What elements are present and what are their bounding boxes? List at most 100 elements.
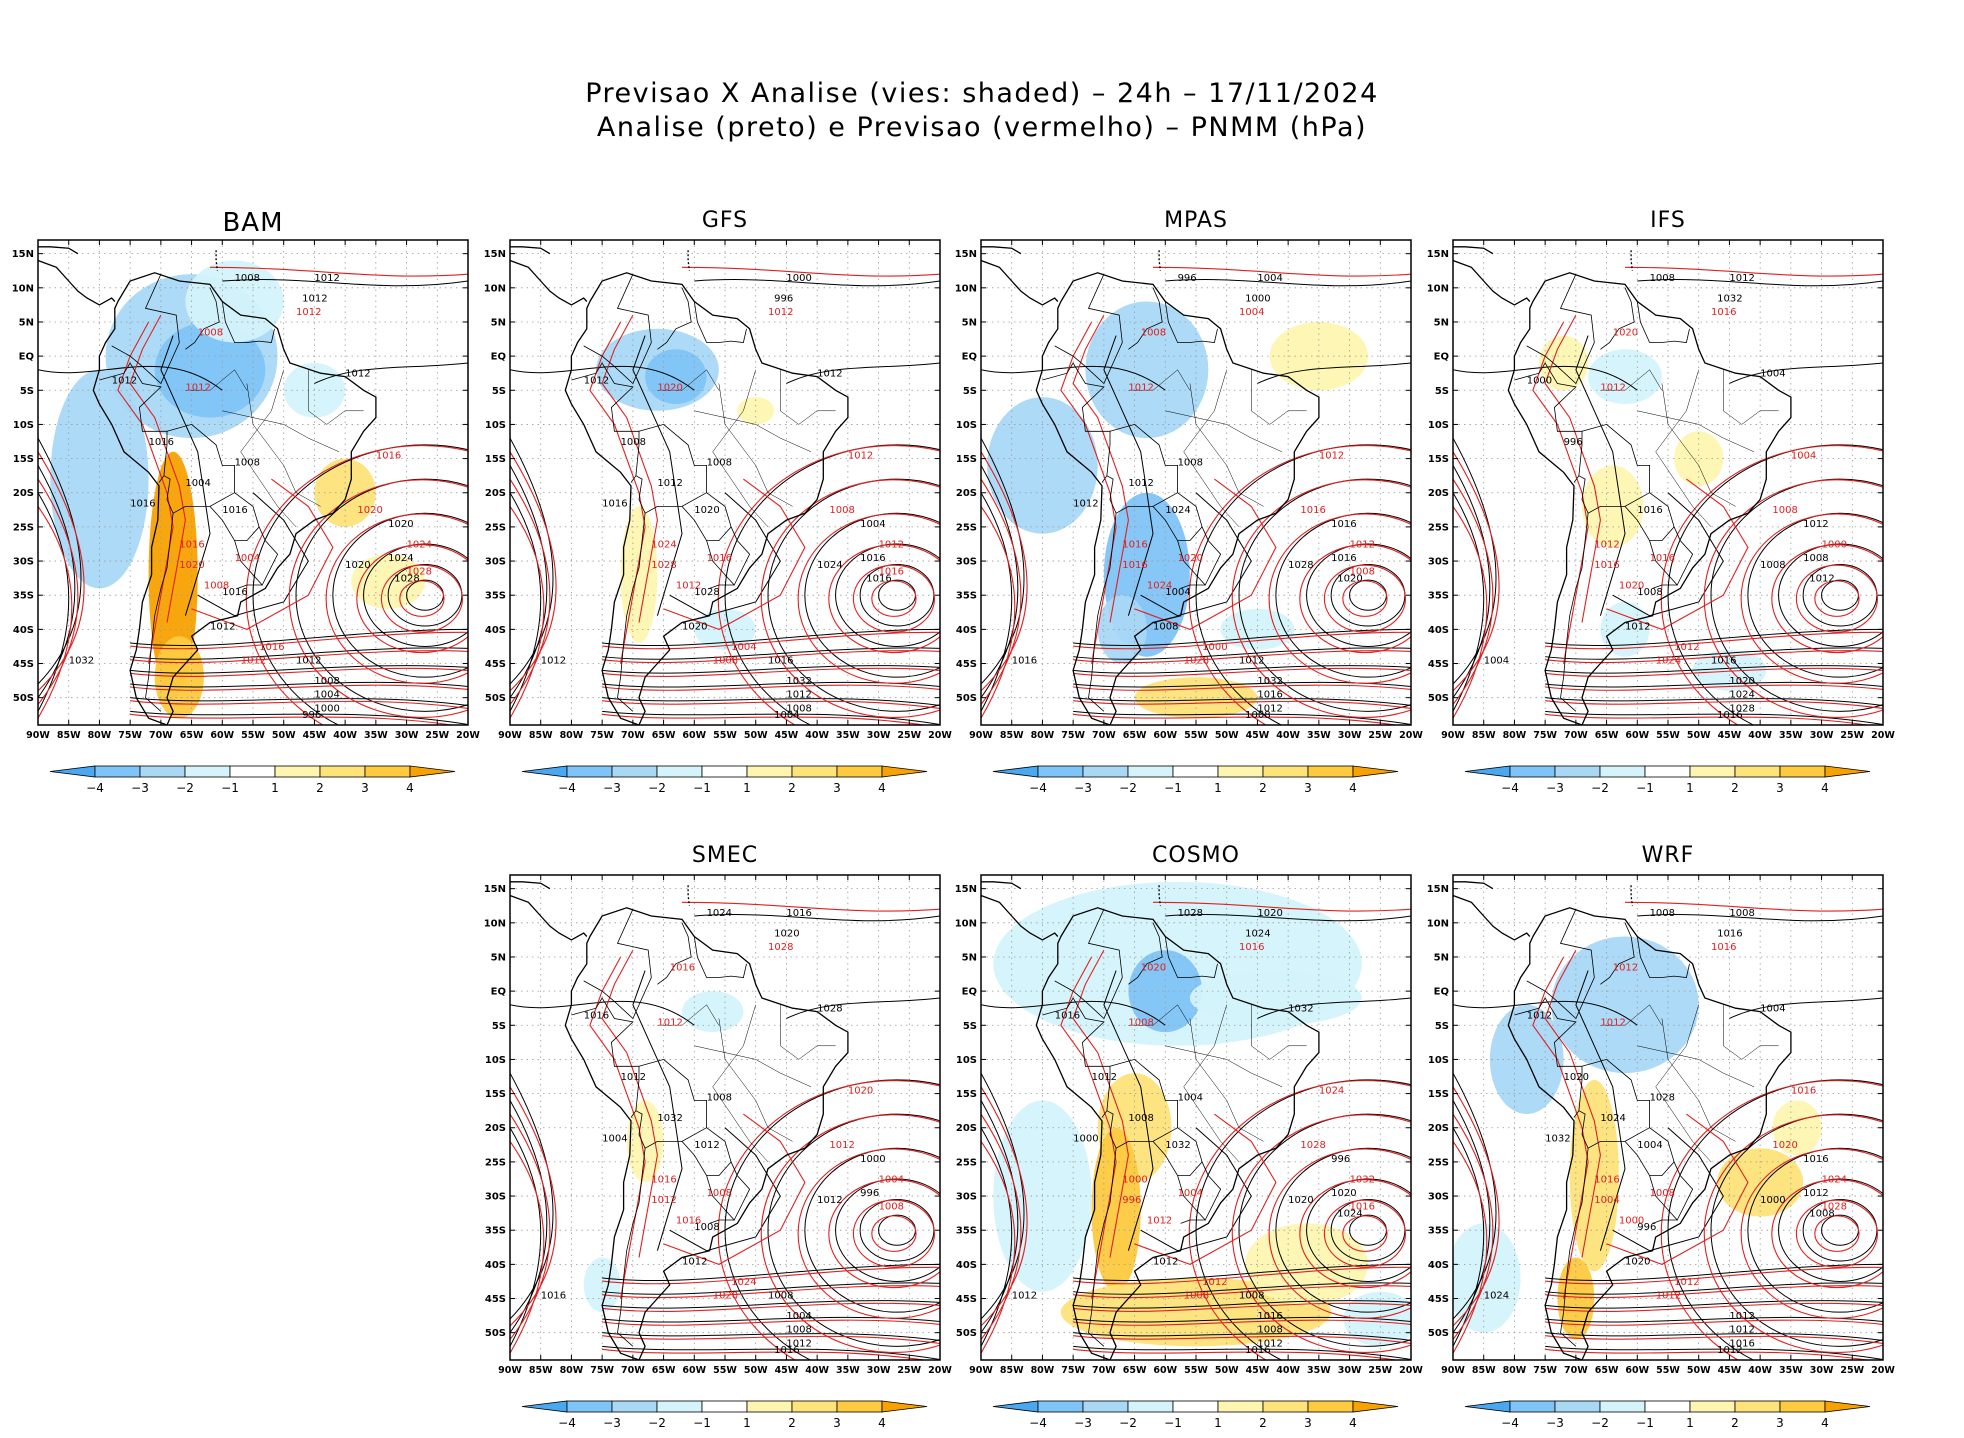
contour-label-black: 1004 bbox=[1165, 587, 1190, 598]
contour-label-red: 1004 bbox=[1239, 307, 1264, 318]
contour-label-black: 1012 bbox=[1803, 1188, 1828, 1199]
contour-label-red: 1012 bbox=[296, 307, 321, 318]
colorbar-label: 3 bbox=[833, 1416, 841, 1430]
lat-tick-label: 10N bbox=[1427, 283, 1449, 294]
lat-tick-label: 40S bbox=[1428, 625, 1449, 636]
colorbar-label: −3 bbox=[603, 781, 621, 795]
contour-label-black: 1024 bbox=[1337, 1209, 1362, 1220]
colorbar-segment bbox=[1217, 765, 1264, 778]
contour-label-black: 1008 bbox=[1809, 1209, 1834, 1220]
contour-label-red: 1024 bbox=[651, 539, 676, 550]
contour-label-red: 1012 bbox=[1613, 963, 1638, 974]
lat-tick-label: 5N bbox=[19, 317, 34, 328]
lat-tick-label: EQ bbox=[1434, 987, 1449, 998]
lon-tick-label: 70W bbox=[1564, 730, 1588, 741]
lat-tick-label: 45S bbox=[485, 1294, 506, 1305]
colorbar-label: 4 bbox=[878, 1416, 886, 1430]
contour-label-black: 1024 bbox=[1165, 505, 1190, 516]
lon-tick-label: 65W bbox=[1123, 1365, 1147, 1376]
lat-tick-label: 5S bbox=[20, 386, 34, 397]
colorbar-segment bbox=[1644, 1400, 1691, 1413]
lon-tick-label: 70W bbox=[1564, 1365, 1588, 1376]
contour-label-red: 1016 bbox=[1239, 942, 1264, 953]
contour-label-black: 1016 bbox=[1245, 1345, 1270, 1356]
lon-tick-label: 90W bbox=[498, 730, 522, 741]
contour-label-red: 1016 bbox=[670, 963, 695, 974]
coastline bbox=[510, 246, 849, 725]
colorbar-label: −3 bbox=[1546, 1416, 1564, 1430]
contour-label-black: 1012 bbox=[621, 1072, 646, 1083]
colorbar-segment bbox=[1127, 765, 1174, 778]
contour-label-black: 1008 bbox=[1245, 710, 1270, 721]
contour-label-black: 1012 bbox=[1527, 1010, 1552, 1021]
lon-tick-label: 80W bbox=[1031, 1365, 1055, 1376]
coastline bbox=[510, 881, 849, 1360]
lat-tick-label: EQ bbox=[962, 987, 977, 998]
contour-label-black: 1012 bbox=[1803, 519, 1828, 530]
lon-tick-label: 70W bbox=[621, 730, 645, 741]
contour-label-red: 1012 bbox=[1350, 539, 1375, 550]
lon-tick-label: 35W bbox=[1307, 730, 1331, 741]
panel-title: WRF bbox=[1641, 843, 1695, 868]
colorbar-label: −2 bbox=[176, 781, 194, 795]
bias-shading bbox=[1772, 1100, 1822, 1156]
contour-label-black: 1012 bbox=[1153, 1256, 1178, 1267]
lon-tick-label: 90W bbox=[1441, 730, 1465, 741]
colorbar-segment bbox=[1644, 765, 1691, 778]
contour-label-black: 1012 bbox=[112, 375, 137, 386]
contour-label-black: 1012 bbox=[314, 273, 339, 284]
contour-label-black: 1008 bbox=[235, 457, 260, 468]
contour-label-black: 1016 bbox=[786, 908, 811, 919]
contour-label-black: 1016 bbox=[541, 1291, 566, 1302]
lon-tick-label: 30W bbox=[1338, 730, 1362, 741]
lat-tick-label: 15S bbox=[1428, 454, 1449, 465]
lat-tick-label: 25S bbox=[13, 522, 34, 533]
lat-tick-label: 35S bbox=[13, 591, 34, 602]
colorbar-segment bbox=[1352, 1400, 1399, 1413]
lon-tick-label: 25W bbox=[425, 730, 449, 741]
lat-tick-label: 15N bbox=[12, 249, 34, 260]
lon-tick-label: 90W bbox=[26, 730, 50, 741]
colorbar-label: −4 bbox=[1501, 781, 1519, 795]
colorbar-segment bbox=[701, 765, 748, 778]
contour-label-black: 1028 bbox=[1288, 560, 1313, 571]
colorbar-segment bbox=[1307, 1400, 1354, 1413]
lat-tick-label: 5S bbox=[492, 1021, 506, 1032]
country-borders bbox=[1514, 274, 1779, 712]
contour-label-black: 1028 bbox=[1650, 1092, 1675, 1103]
contour-label-red: 1020 bbox=[179, 560, 204, 571]
colorbar-label: −1 bbox=[693, 1416, 711, 1430]
contour-label-black: 1016 bbox=[1803, 1154, 1828, 1165]
contour-label-red: 1016 bbox=[1711, 942, 1736, 953]
colorbar-label: −4 bbox=[1029, 1416, 1047, 1430]
contour-label-black: 1020 bbox=[1288, 1195, 1313, 1206]
contour-label-black: 996 bbox=[860, 1188, 879, 1199]
lon-tick-label: 80W bbox=[88, 730, 112, 741]
contour-label-red: 1028 bbox=[651, 560, 676, 571]
bias-shading bbox=[1091, 1127, 1141, 1292]
contour-label-black: 1032 bbox=[1165, 1140, 1190, 1151]
colorbar-label: −4 bbox=[86, 781, 104, 795]
contour-label-black: 1032 bbox=[1288, 1004, 1313, 1015]
colorbar-segment bbox=[521, 765, 568, 778]
lat-tick-label: 30S bbox=[485, 557, 506, 568]
lat-tick-label: 15S bbox=[956, 1089, 977, 1100]
colorbar-label: 2 bbox=[316, 781, 324, 795]
contour-label-red: 1028 bbox=[1822, 1202, 1847, 1213]
contour-label-red: 1020 bbox=[1141, 963, 1166, 974]
colorbar-label: 3 bbox=[1304, 1416, 1312, 1430]
colorbar-segment bbox=[746, 1400, 793, 1413]
contour-label-black: 1012 bbox=[1809, 574, 1834, 585]
colorbar-label: 2 bbox=[1731, 781, 1739, 795]
contour-label-red: 1012 bbox=[1656, 1291, 1681, 1302]
contour-label-black: 1012 bbox=[817, 369, 842, 380]
contour-label-black: 1012 bbox=[1625, 621, 1650, 632]
panel-title: MPAS bbox=[1164, 208, 1228, 233]
contour-label-black: 1024 bbox=[1245, 928, 1270, 939]
contour-label-black: 1024 bbox=[1600, 1113, 1625, 1124]
lat-tick-label: 40S bbox=[956, 1260, 977, 1271]
coastline bbox=[981, 881, 1320, 1360]
colorbar: −4 −3 −2 −1 1 2 3 4 bbox=[521, 765, 928, 795]
contour-label-black: 1032 bbox=[1545, 1133, 1570, 1144]
